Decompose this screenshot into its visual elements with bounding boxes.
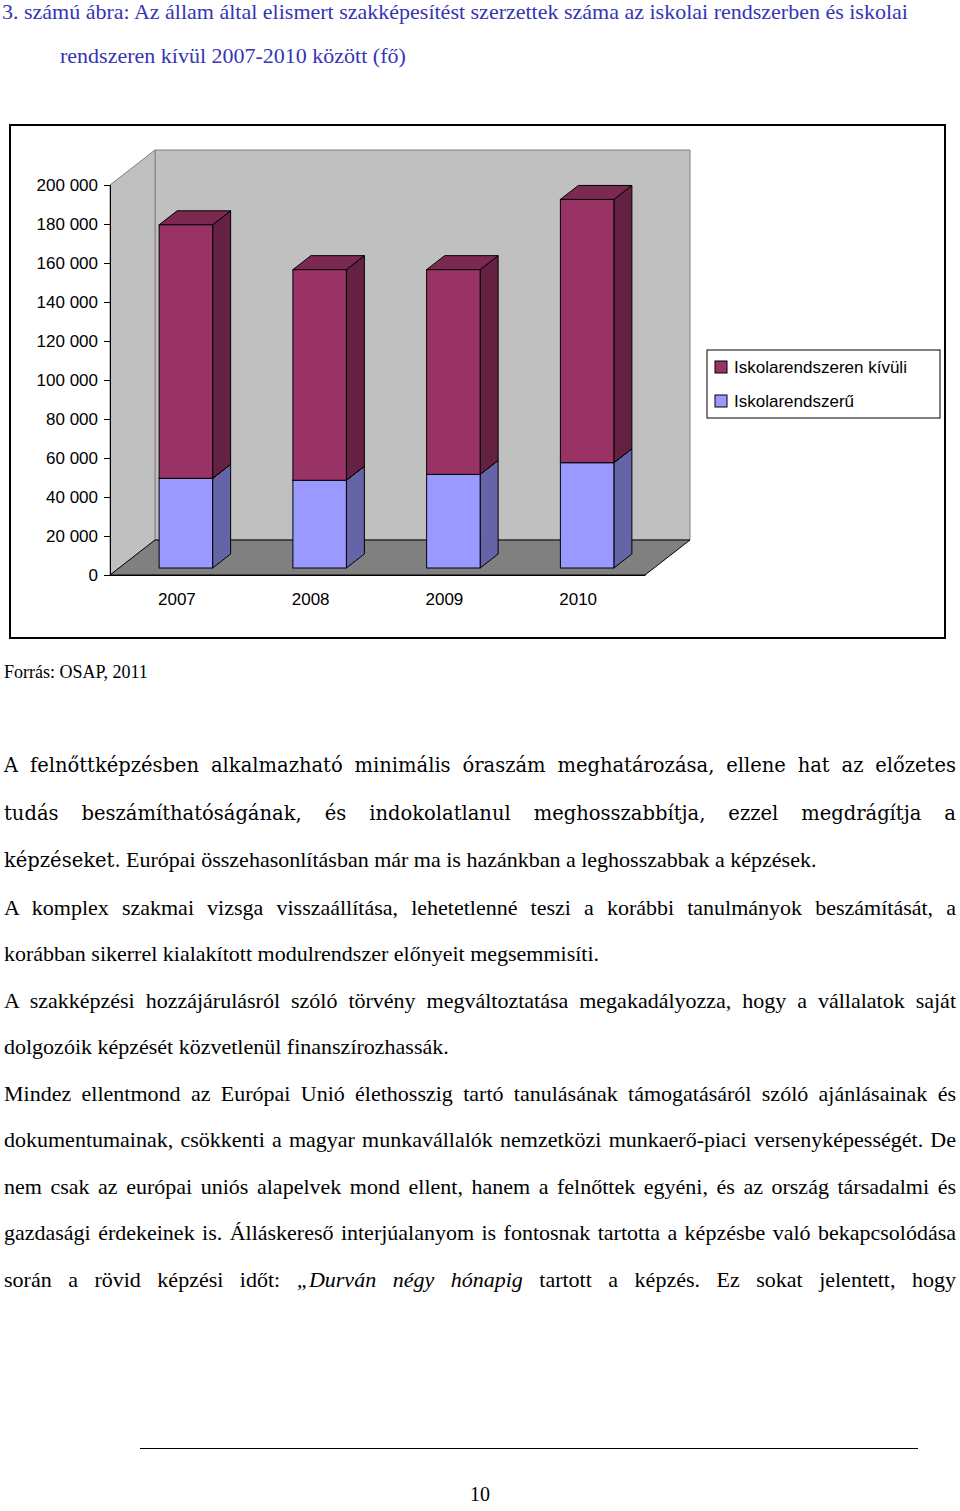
text-segment: „Durván négy hónapig [297,1267,523,1292]
y-tick: 80 000 [46,410,110,429]
bar-group [159,211,231,479]
y-tick-label: 20 000 [46,527,98,546]
y-tick-mark [104,224,110,225]
x-tick: 2007 [158,575,196,609]
legend: Iskolarendszeren kívüli Iskolarendszerű [707,350,940,418]
bar-top [427,256,499,270]
y-tick-mark [104,302,110,303]
y-axis-line [104,186,111,576]
x-tick: 2009 [425,575,463,609]
y-tick-mark [104,419,110,420]
bar-side [213,211,231,479]
y-tick-mark [104,536,110,537]
bar-top [159,211,231,225]
x-axis: 2007 2008 2009 2010 [111,575,646,609]
y-tick-mark [104,575,110,576]
bar-side [614,449,632,568]
paragraph: Mindez ellentmond az Európai Unió életho… [4,1071,956,1304]
bar [293,480,347,568]
y-tick: 140 000 [37,293,110,312]
bar-side [346,256,364,481]
legend-box [707,350,940,418]
bar-group [560,185,632,462]
chart-frame [10,125,945,638]
y-tick: 20 000 [46,527,110,546]
figure-caption: 3. számú ábra: Az állam által elismert s… [2,0,952,78]
y-tick: 100 000 [37,371,110,390]
bar [427,270,481,475]
x-tick: 2010 [559,575,597,609]
bar [560,463,614,568]
y-tick-mark [104,185,110,186]
bar-group [159,464,231,568]
chart: 0 20 000 40 000 60 000 80 000 100 000 120 000 1… [0,0,960,650]
text-segment: A szakképzési hozzájárulásról szóló törv… [4,988,956,1060]
bar-group [560,449,632,568]
bar-group [427,460,499,568]
bar-side [480,460,498,568]
y-tick-label: 60 000 [46,449,98,468]
y-tick: 0 [89,566,110,585]
x-axis-line [111,575,646,576]
separator [140,1448,918,1449]
y-tick: 200 000 [37,176,110,195]
y-tick-label: 120 000 [37,332,98,351]
bar-group [427,256,499,475]
y-tick-label: 180 000 [37,215,98,234]
y-tick-label: 80 000 [46,410,98,429]
bar-top [293,256,365,270]
paragraph: A szakképzési hozzájárulásról szóló törv… [4,978,956,1071]
y-tick: 120 000 [37,332,110,351]
bar [159,478,213,568]
y-tick-mark [104,497,110,498]
y-tick-label: 160 000 [37,254,98,273]
bar [560,199,614,462]
bar-side [614,185,632,462]
bar-group [293,256,365,481]
x-tick: 2008 [292,575,330,609]
legend-swatch [715,361,727,373]
y-tick-label: 200 000 [37,176,98,195]
x-tick-label: 2008 [292,590,330,609]
y-tick: 180 000 [37,215,110,234]
bars [159,185,632,568]
bar [293,270,347,481]
y-tick-label: 0 [89,566,98,585]
y-axis: 0 20 000 40 000 60 000 80 000 100 000 120 000 1… [37,176,111,585]
text-segment: Mindez ellentmond az Európai Unió életho… [4,1081,956,1292]
y-tick: 160 000 [37,254,110,273]
bar-side [480,256,498,475]
y-tick-label: 40 000 [46,488,98,507]
y-tick-mark [104,458,110,459]
x-tick-label: 2007 [158,590,196,609]
x-tick-label: 2009 [425,590,463,609]
bar [159,225,213,478]
x-tick-label: 2010 [559,590,597,609]
y-tick-mark [104,380,110,381]
side-wall [110,150,155,575]
bar-side [346,466,364,568]
text-segment: A komplex szakmai vizsga visszaállítása,… [4,895,956,967]
y-tick: 60 000 [46,449,110,468]
body-text: A felnőttképzésben alkalmazható minimáli… [4,742,956,1303]
bar-top [560,185,632,199]
bar-group [293,466,365,568]
y-tick-mark [104,341,110,342]
y-tick: 40 000 [46,488,110,507]
bar-side [213,464,231,568]
source: Forrás: OSAP, 2011 [4,662,148,683]
legend-label: Iskolarendszeren kívüli [734,358,907,377]
page-number: 10 [0,1483,960,1506]
y-tick-label: 100 000 [37,371,98,390]
legend-label: Iskolarendszerű [734,392,854,411]
legend-swatch [715,395,727,407]
text-segment: Európai összehasonlításban már ma is haz… [121,847,817,872]
text-segment: tartott a képzés. Ez sokat jelentett, ho… [523,1267,956,1292]
y-tick-label: 140 000 [37,293,98,312]
paragraph: A felnőttképzésben alkalmazható minimáli… [4,742,956,885]
bar [427,474,481,568]
y-tick-mark [104,263,110,264]
paragraph: A komplex szakmai vizsga visszaállítása,… [4,885,956,978]
